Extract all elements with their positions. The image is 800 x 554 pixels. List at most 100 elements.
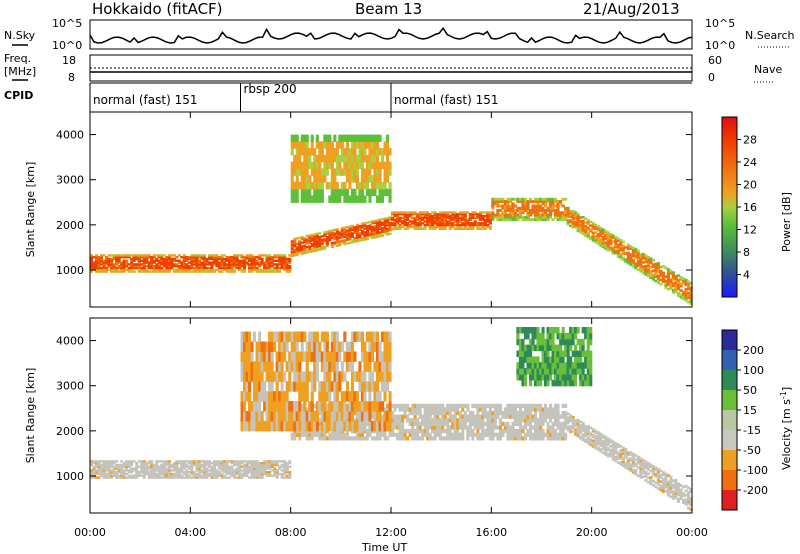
heatmap-cell [310, 168, 314, 176]
heatmap-cell [360, 420, 364, 432]
heatmap-cell [541, 368, 545, 375]
heatmap-cell [355, 240, 359, 243]
heatmap-cell [245, 391, 249, 402]
heatmap-cell [579, 344, 583, 352]
heatmap-cell [315, 401, 319, 412]
heatmap-cell [258, 472, 262, 476]
heatmap-cell [190, 462, 194, 465]
heatmap-cell [142, 254, 146, 257]
heatmap-cell [539, 215, 543, 219]
heatmap-cell [549, 411, 553, 416]
heatmap-cell [365, 432, 369, 437]
heatmap-cell [90, 460, 94, 463]
heatmap-cell [157, 256, 161, 259]
heatmap-cell [298, 251, 302, 254]
heatmap-cell [333, 182, 337, 190]
heatmap-cell [554, 374, 558, 381]
heatmap-cell [606, 439, 610, 442]
heatmap-cell [197, 460, 201, 463]
heatmap-cell [355, 227, 359, 230]
heatmap-cell [250, 270, 254, 273]
heatmap-cell [398, 421, 402, 426]
heatmap-cell [671, 288, 675, 292]
heatmap-cell [511, 213, 515, 217]
heatmap-cell [666, 268, 670, 271]
heatmap-cell [619, 247, 623, 250]
heatmap-cell [461, 218, 465, 221]
heatmap-cell [330, 411, 334, 422]
heatmap-cell [666, 487, 670, 490]
heatmap-cell [215, 476, 219, 479]
heatmap-cell [566, 416, 570, 419]
heatmap-cell [546, 206, 550, 210]
heatmap-cell [365, 141, 369, 149]
heatmap-cell [288, 261, 292, 264]
heatmap-cell [641, 257, 645, 260]
heatmap-cell [669, 484, 673, 488]
heatmap-cell [446, 214, 450, 218]
heatmap-cell [360, 341, 364, 352]
heatmap-cell [606, 248, 610, 252]
heatmap-cell [636, 457, 640, 461]
heatmap-cell [466, 407, 470, 412]
heatmap-cell [616, 443, 620, 447]
heatmap-cell [386, 134, 390, 142]
heatmap-cell [235, 476, 239, 479]
heatmap-cell [290, 242, 294, 245]
heatmap-cell [589, 426, 593, 430]
heatmap-cell [270, 465, 274, 468]
heatmap-cell [92, 261, 96, 264]
heatmap-cell [441, 421, 445, 426]
heatmap-cell [544, 368, 548, 375]
heatmap-cell [438, 432, 442, 437]
heatmap-cell [436, 216, 440, 220]
heatmap-cell [147, 462, 151, 465]
heatmap-cell [511, 197, 515, 201]
heatmap-cell [656, 262, 660, 265]
heatmap-cell [569, 215, 573, 218]
heatmap-cell [323, 420, 327, 432]
heatmap-cell [155, 476, 159, 479]
heatmap-cell [416, 227, 420, 230]
heatmap-cell [656, 281, 660, 284]
heatmap-cell [343, 148, 347, 156]
heatmap-cell [521, 204, 525, 208]
heatmap-cell [584, 232, 588, 235]
heatmap-cell [258, 263, 262, 266]
heatmap-cell [386, 420, 390, 432]
heatmap-cell [345, 403, 349, 408]
heatmap-cell [278, 460, 282, 463]
heatmap-cell [428, 214, 432, 218]
heatmap-cell [310, 371, 314, 382]
heatmap-cell [481, 425, 485, 430]
heatmap-cell [596, 446, 600, 449]
heatmap-cell [127, 256, 131, 259]
heatmap-cell [456, 220, 460, 223]
heatmap-cell [315, 238, 319, 241]
heatmap-cell [115, 270, 119, 273]
heatmap-cell [651, 275, 655, 279]
heatmap-cell [446, 222, 450, 225]
heatmap-cell [217, 266, 221, 270]
heatmap-cell [360, 168, 364, 176]
heatmap-cell [303, 239, 307, 242]
heatmap-cell [579, 221, 583, 225]
heatmap-cell [130, 469, 134, 472]
heatmap-cell [541, 436, 545, 441]
heatmap-cell [110, 465, 114, 468]
heatmap-cell [215, 263, 219, 266]
heatmap-cell [333, 401, 337, 412]
heatmap-cell [210, 472, 214, 476]
heatmap-cell [275, 266, 279, 270]
heatmap-cell [501, 429, 505, 434]
heatmap-cell [112, 460, 116, 463]
heatmap-cell [323, 391, 327, 402]
heatmap-cell [235, 460, 239, 463]
heatmap-cell [391, 418, 395, 423]
heatmap-cell [248, 254, 252, 257]
heatmap-cell [225, 257, 229, 261]
heatmap-cell [541, 218, 545, 221]
heatmap-cell [207, 257, 211, 261]
heatmap-cell [355, 223, 359, 227]
heatmap-cell [564, 436, 568, 441]
